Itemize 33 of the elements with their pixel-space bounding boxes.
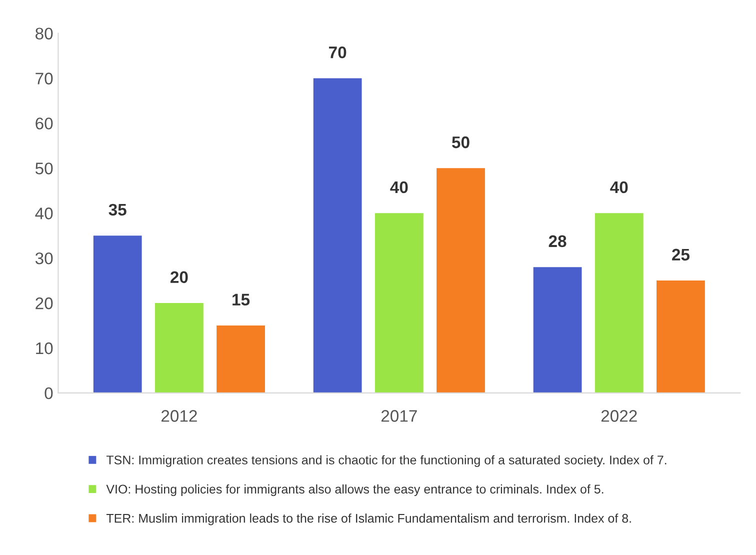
bar [656,280,705,393]
legend-label: TER: Muslim immigration leads to the rise of Islamic Fundamentalism and terrorism. Index of 8. [106,514,631,526]
bar [313,78,362,393]
legend-label: TSN: Immigration creates tensions and is chaotic for the functioning of a saturated society. Index of 7. [106,455,666,467]
y-tick-label: 40 [35,208,53,220]
y-tick-label: 80 [36,28,53,40]
bar [594,213,644,393]
y-tick-label: 10 [36,342,53,354]
x-tick-label: 2012 [162,410,197,422]
bar [93,236,142,393]
x-tick-label: 2022 [601,410,637,422]
y-tick-label: 20 [36,297,53,310]
bar [533,267,582,393]
data-label: 40 [390,181,408,194]
data-label: 40 [610,181,628,194]
legend-label: VIO: Hosting policies for immigrants also allows the easy entrance to criminals. Index of 5. [106,484,604,496]
x-tick-label: 2017 [381,410,417,422]
bar [216,326,265,393]
data-label: 35 [108,204,126,216]
data-label: 15 [232,294,250,306]
data-label: 50 [452,136,470,148]
bar [374,213,424,393]
data-label: 25 [672,248,690,261]
y-tick-label: 50 [35,162,53,174]
data-label: 28 [548,235,566,248]
bar [155,303,204,393]
y-tick-label: 70 [36,72,53,84]
y-tick-label: 60 [36,118,53,130]
y-tick-label: 0 [44,387,53,400]
data-label: 20 [170,271,188,284]
bar [436,168,485,393]
data-label: 70 [329,46,346,58]
y-tick-label: 30 [35,252,53,264]
